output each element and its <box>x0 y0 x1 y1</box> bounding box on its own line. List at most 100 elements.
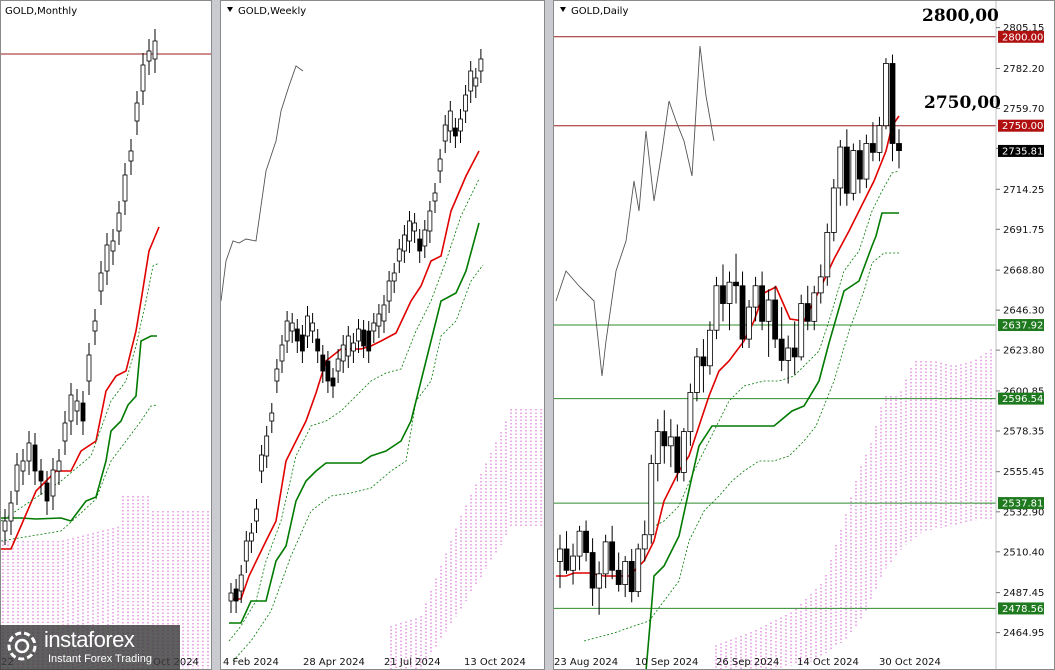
daily-ytick-label: 2600.85 <box>1003 386 1044 397</box>
daily-candle-body <box>628 561 635 593</box>
daily-candle-body <box>811 292 818 322</box>
daily-candle-body <box>896 143 902 152</box>
weekly-candle-body <box>233 588 239 602</box>
weekly-candle-body <box>340 344 346 362</box>
weekly-xtick-3: 13 Oct 2024 <box>464 657 526 668</box>
daily-candle-body <box>674 436 681 473</box>
weekly-menu-icon[interactable] <box>227 7 233 12</box>
weekly-candle-body <box>310 322 315 332</box>
daily-candle-body <box>752 285 759 308</box>
monthly-tenkan-dotted-line <box>1 262 160 522</box>
annotation-2750: 2750,00 <box>924 93 1001 113</box>
daily-candle-body <box>778 338 785 361</box>
daily-candles <box>557 54 902 615</box>
weekly-candle-body <box>330 377 336 387</box>
daily-candle-body <box>576 530 583 557</box>
weekly-chart-svg: GOLD,Weekly 4 Feb 2024 28 Apr 2024 21 Ju… <box>221 6 542 669</box>
daily-candle-body <box>687 392 694 432</box>
weekly-candle-body <box>320 354 326 372</box>
weekly-candle-body <box>376 313 382 327</box>
weekly-candle-body <box>259 454 264 472</box>
daily-candle-body <box>843 146 850 194</box>
weekly-candle-body <box>366 330 372 352</box>
daily-candle-body <box>713 285 720 331</box>
daily-ytick-label: 2805.15 <box>1003 23 1044 34</box>
daily-candle-body <box>641 534 648 550</box>
daily-menu-icon[interactable] <box>560 7 566 12</box>
daily-xtick-0: 23 Aug 2024 <box>554 657 618 668</box>
daily-candle-body <box>563 548 570 571</box>
daily-ytick-label: 2464.95 <box>1003 628 1044 639</box>
daily-candle-body <box>589 552 596 589</box>
daily-ytick-label: 2714.25 <box>1003 185 1044 196</box>
daily-candle-body <box>667 436 674 447</box>
daily-candle-body <box>726 281 733 304</box>
daily-kijun-line <box>645 212 899 669</box>
daily-candle-body <box>759 285 765 322</box>
weekly-chart-panel[interactable]: GOLD,Weekly 4 Feb 2024 28 Apr 2024 21 Ju… <box>220 0 545 670</box>
monthly-candle-body <box>104 244 110 272</box>
daily-candle-body <box>661 431 668 447</box>
weekly-candle-body <box>228 592 234 602</box>
daily-candle-body <box>785 347 792 361</box>
weekly-candle-body <box>412 222 418 232</box>
daily-xtick-3: 14 Oct 2024 <box>797 657 859 668</box>
daily-candle-body <box>615 569 622 585</box>
daily-price-tag-bg-2637.92 <box>998 319 1044 332</box>
weekly-candle-body <box>478 58 484 72</box>
monthly-candle-body <box>152 40 158 60</box>
instaforex-logo: instaforex Instant Forex Trading <box>0 625 180 670</box>
daily-price-tag-bg-2750.00 <box>998 119 1044 132</box>
monthly-chart-svg: GOLD,Monthly 22 Oct 2024 <box>1 6 211 669</box>
daily-candle-body <box>733 281 739 287</box>
weekly-candle-body <box>442 124 448 142</box>
monthly-title: GOLD,Monthly <box>5 6 77 17</box>
monthly-candle-body <box>116 212 122 232</box>
daily-candle-body <box>720 285 726 304</box>
daily-candle-body <box>876 125 883 153</box>
panel-separator-2 <box>545 0 553 670</box>
daily-candle-body <box>635 548 642 593</box>
monthly-chart-panel[interactable]: GOLD,Monthly 22 Oct 2024 <box>0 0 212 670</box>
weekly-candle-body <box>269 412 275 422</box>
weekly-candle-body <box>300 334 305 352</box>
daily-candle-body <box>570 555 576 571</box>
daily-candle-body <box>883 63 889 127</box>
monthly-candle-body <box>110 240 116 252</box>
daily-price-tag-2637.92: 2637.92 <box>1002 321 1043 332</box>
daily-xtick-2: 26 Sep 2024 <box>716 657 779 668</box>
monthly-candle-body <box>8 502 14 522</box>
daily-ytick-label: 2555.45 <box>1003 467 1044 478</box>
monthly-kijun-dotted-line <box>1 404 158 542</box>
weekly-candle-body <box>407 220 412 242</box>
daily-candle-body <box>622 561 629 585</box>
weekly-candle-body <box>289 322 295 332</box>
daily-candle-body <box>596 573 603 589</box>
daily-candle-body <box>557 548 563 562</box>
daily-candle-body <box>700 356 707 367</box>
daily-tenkan-dotted-line <box>648 170 900 530</box>
instaforex-logo-icon <box>7 631 37 661</box>
monthly-candle-body <box>140 64 146 92</box>
monthly-candle-body <box>62 422 68 442</box>
monthly-candle-body <box>80 402 86 422</box>
daily-chart-svg: 2805.152782.202759.702737.252714.252691.… <box>554 1 1044 669</box>
daily-ytick-label: 2578.35 <box>1003 426 1044 437</box>
weekly-ichimoku-cloud <box>390 409 542 669</box>
logo-name: instaforex <box>44 627 135 652</box>
daily-price-tag-bg-2537.81 <box>998 497 1044 510</box>
daily-ytick-label: 2691.75 <box>1003 225 1044 236</box>
daily-candle-body <box>804 303 811 322</box>
daily-chart-panel[interactable]: 2805.152782.202759.702737.252714.252691.… <box>553 0 1055 670</box>
monthly-candle-body <box>74 400 80 412</box>
monthly-candles <box>2 29 158 545</box>
daily-candle-body <box>765 299 772 322</box>
daily-candle-body <box>772 299 779 340</box>
logo-tagline: Instant Forex Trading <box>48 653 152 665</box>
weekly-xtick-2: 21 Jul 2024 <box>384 657 441 668</box>
daily-ytick-label: 2668.80 <box>1003 266 1044 277</box>
daily-title: GOLD,Daily <box>571 6 628 17</box>
monthly-candle-body <box>20 460 26 472</box>
daily-price-tag-2735.81: 2735.81 <box>1002 146 1043 157</box>
daily-candle-body <box>648 463 655 536</box>
